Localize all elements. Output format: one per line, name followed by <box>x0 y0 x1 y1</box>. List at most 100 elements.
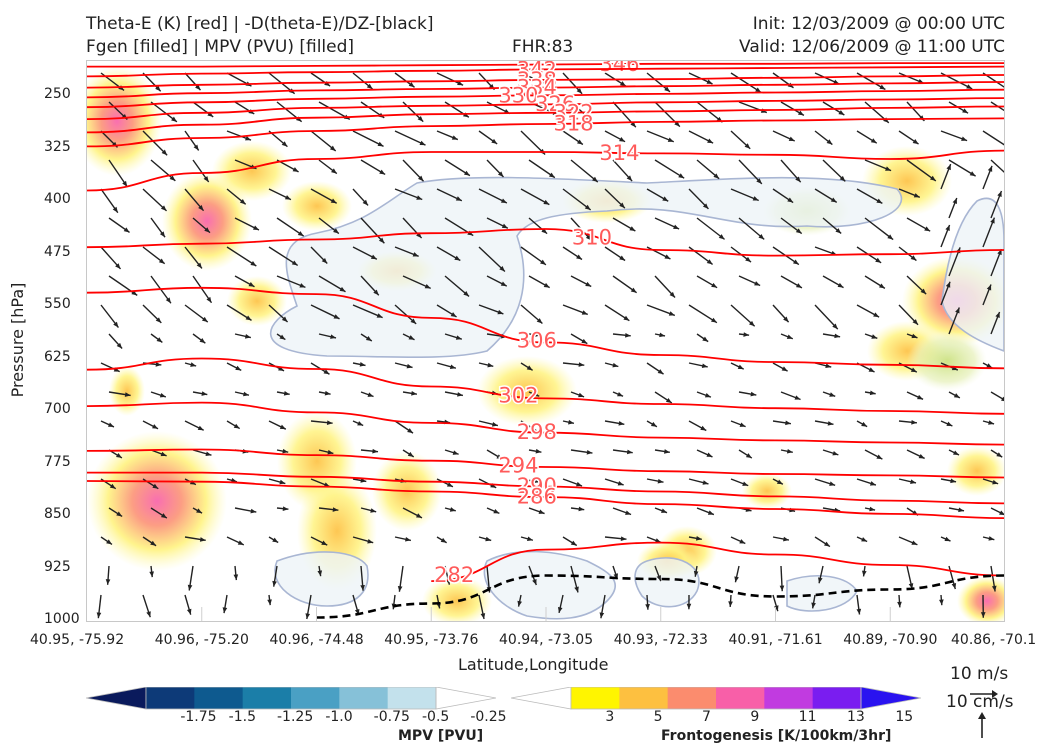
wind-vector <box>906 391 924 400</box>
wind-vector <box>654 159 685 179</box>
wind-vector <box>520 536 534 542</box>
wind-vector <box>436 536 447 544</box>
wind-vector <box>688 535 702 541</box>
frontogenesis-fill <box>72 66 162 176</box>
chart-title-line2: Fgen [filled] | MPV (PVU) [filled] <box>86 37 355 57</box>
wind-vector <box>948 197 958 219</box>
wind-vector <box>360 391 374 398</box>
wind-vector <box>940 536 951 542</box>
colorbar-segment <box>194 687 244 709</box>
wind-vector <box>562 536 578 547</box>
wind-vector <box>444 391 464 397</box>
wind-vector <box>856 130 878 144</box>
wind-vector <box>310 420 333 425</box>
wind-vector <box>234 333 251 339</box>
frontogenesis-fill <box>282 181 352 231</box>
wind-vector <box>772 478 784 485</box>
wind-vector <box>517 594 522 607</box>
frontogenesis-fill <box>907 331 987 391</box>
wind-vector <box>105 565 111 585</box>
wind-vector <box>150 217 166 238</box>
wind-vector <box>192 333 206 344</box>
chart-title-line1: Theta-E (K) [red] | -D(theta-E)/DZ-[blac… <box>86 14 434 34</box>
wind-vector <box>728 594 733 607</box>
colorbar-segment <box>571 687 620 709</box>
wind-vector <box>486 449 503 460</box>
wind-vector <box>478 536 492 542</box>
wind-vector <box>604 536 627 541</box>
wind-vector <box>599 594 606 619</box>
y-axis-title: Pressure [hPa] <box>8 282 27 398</box>
wind-vector <box>696 217 725 240</box>
wind-vector <box>982 536 995 541</box>
wind-vector <box>780 391 801 401</box>
theta-e-label: 342 <box>517 61 557 82</box>
wind-vector <box>272 565 278 587</box>
wind-vector <box>268 246 299 267</box>
wind-vector <box>906 565 914 590</box>
wind-vector <box>730 188 759 202</box>
wind-vector <box>570 333 588 345</box>
wind-vector <box>688 130 714 144</box>
wind-vector <box>906 275 927 295</box>
wind-vector <box>184 304 209 323</box>
wind-vector <box>990 311 1001 335</box>
wind-vector <box>226 478 238 483</box>
plot-area: 346 342 338 334 330 326 322 318 314 310 306 302 298 2… <box>72 51 1050 626</box>
frontogenesis-fill <box>162 171 252 271</box>
wind-vector <box>897 594 902 608</box>
colorbar-segment <box>764 687 814 709</box>
wind-vector <box>906 333 918 339</box>
theta-e-label: 306 <box>517 328 557 352</box>
wind-vector <box>520 420 537 432</box>
wind-vector <box>222 594 228 614</box>
colorbar-segment <box>667 687 717 709</box>
wind-vector <box>394 72 415 88</box>
wind-vector <box>226 362 242 372</box>
wind-vector <box>562 419 575 425</box>
wind-vector <box>528 507 545 515</box>
y-tick-label: 550 <box>44 296 71 312</box>
wind-vector <box>276 275 306 289</box>
wind-vector <box>822 159 846 182</box>
wind-vector <box>738 159 763 185</box>
theta-e-contour <box>86 88 1050 109</box>
wind-vector <box>940 420 953 427</box>
wind-vector <box>352 304 383 319</box>
mpv-regions <box>269 176 1005 620</box>
wind-vector <box>268 304 289 323</box>
wind-vector <box>276 506 289 511</box>
wind-vector <box>654 101 681 128</box>
theta-e-contour <box>86 228 1050 257</box>
colorbar-segment <box>291 687 340 709</box>
wind-vector <box>557 594 564 614</box>
wind-vector <box>310 188 338 204</box>
x-tick-label: 40.94, -73.05 <box>499 632 594 648</box>
wind-vector <box>276 448 289 454</box>
wind-vector <box>990 507 1006 516</box>
wind-vector <box>939 594 944 606</box>
colorbar-cap <box>435 687 496 710</box>
wind-vector <box>402 333 415 341</box>
colorbar-segment <box>242 687 292 709</box>
wind-vector <box>402 390 418 396</box>
wind-vector <box>192 159 210 183</box>
theta-e-contours: 3463423383343303263223183143103063022982… <box>86 51 1050 615</box>
wind-vector <box>738 217 765 240</box>
theta-e-contour <box>431 541 1006 582</box>
x-tick-label: 40.95, -75.92 <box>30 632 125 648</box>
wind-vector <box>184 72 202 91</box>
wind-vector <box>142 72 162 92</box>
wind-vector <box>192 101 214 118</box>
wind-vector <box>948 391 961 399</box>
wind-vector <box>696 101 723 123</box>
y-tick-label: 775 <box>44 453 71 470</box>
wind-vector <box>276 391 290 396</box>
colorbar-tick-label: 15 <box>895 709 914 725</box>
colorbar-tick-label: 9 <box>750 709 760 725</box>
wind-vector <box>402 159 425 182</box>
wind-vector <box>562 246 583 261</box>
theta-e-label: 322 <box>553 100 593 124</box>
wind-vector <box>856 72 886 91</box>
wind-vector <box>360 275 380 296</box>
